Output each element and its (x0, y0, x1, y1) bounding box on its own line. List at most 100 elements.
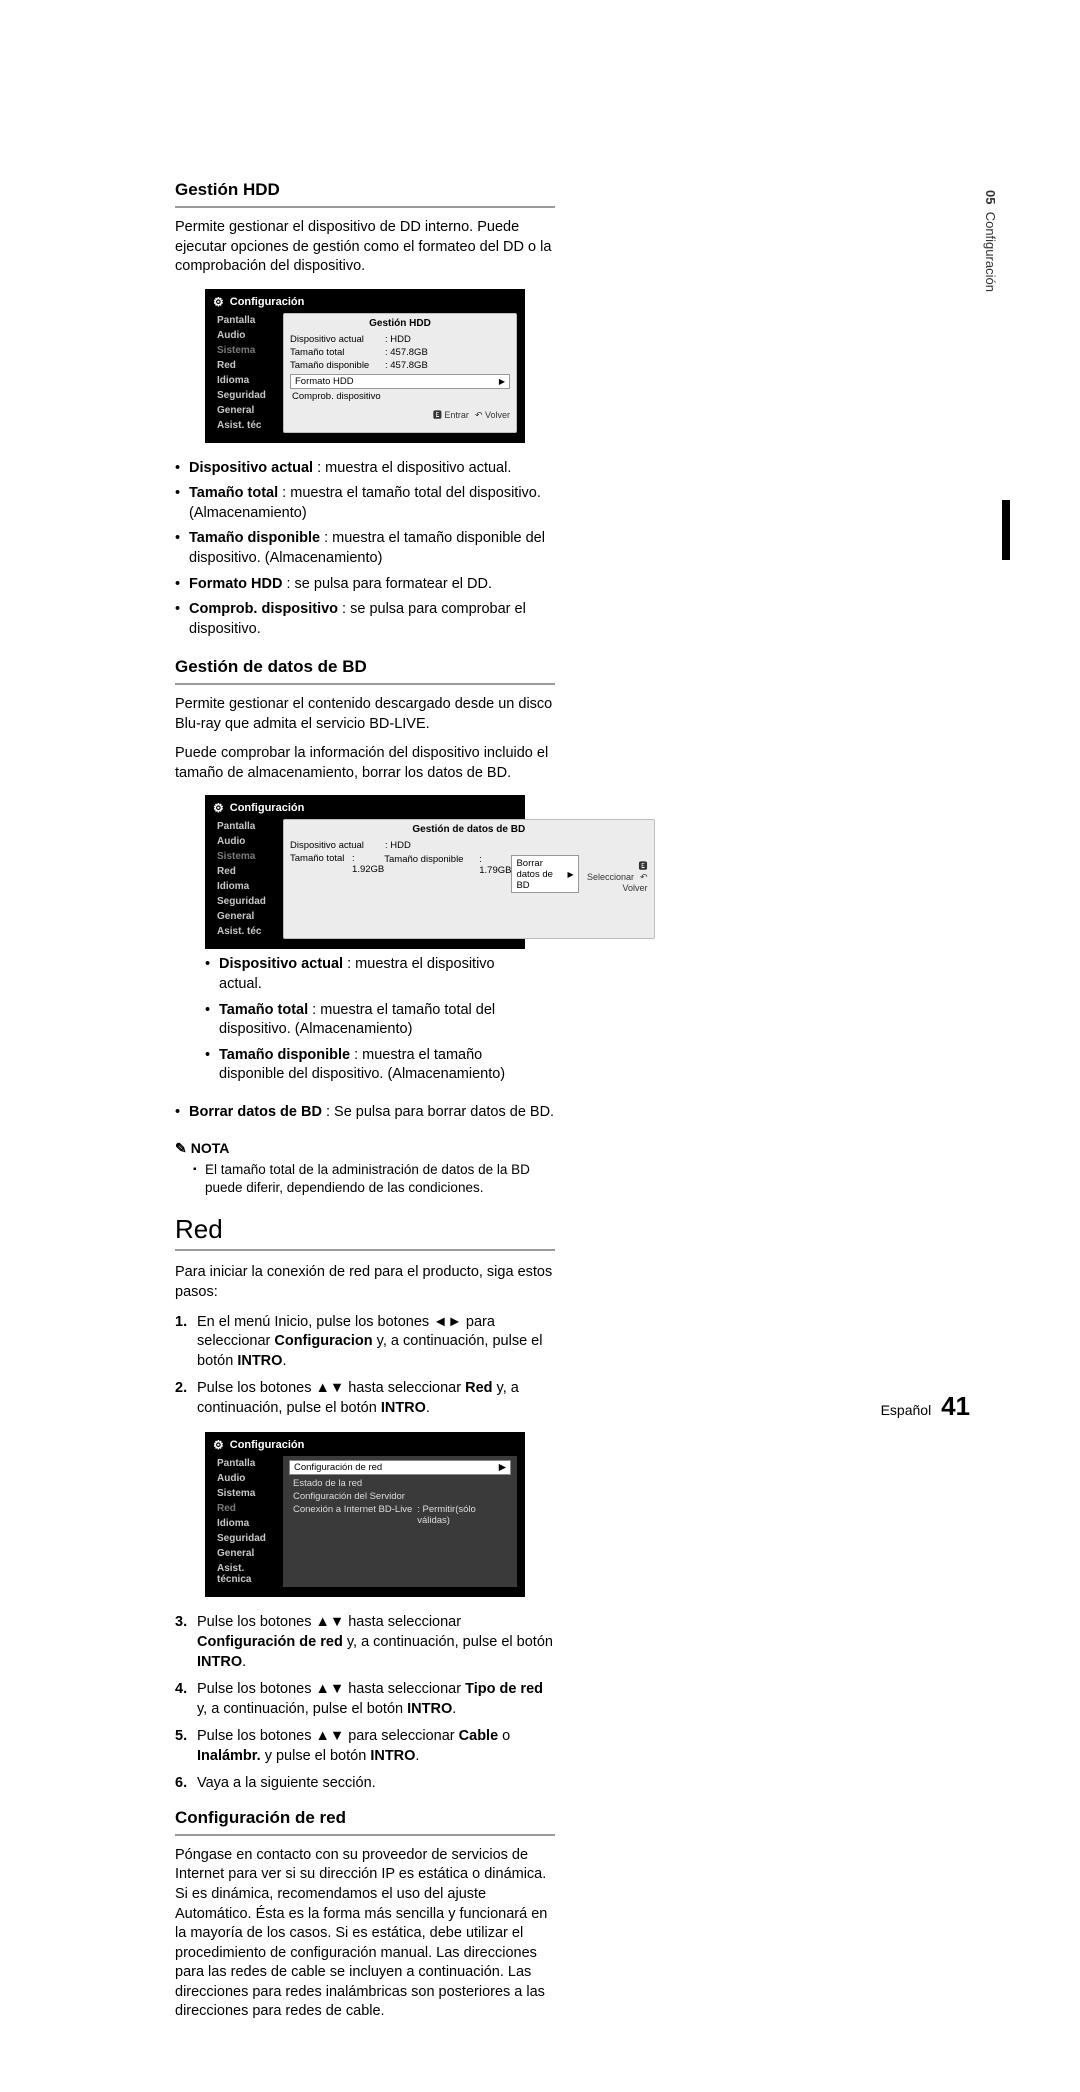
gear-icon: ⚙ (213, 801, 224, 815)
right-triangle-icon: ▶ (499, 1462, 506, 1473)
page-number: 41 (941, 1391, 970, 1421)
osd-header-label: Configuración (230, 802, 305, 814)
step-item: Pulse los botones ▲▼ hasta seleccionar C… (175, 1613, 555, 1672)
para-hdd: Permite gestionar el dispositivo de DD i… (175, 218, 555, 277)
list-item: Dispositivo actual : muestra el disposit… (175, 459, 555, 479)
right-triangle-icon: ▶ (567, 870, 573, 879)
note-icon: ✎ (175, 1140, 187, 1157)
osd-menu-item: Sistema (213, 849, 283, 864)
osd-row: Dispositivo actual: HDD (290, 839, 648, 852)
list-item: Dispositivo actual : muestra el disposit… (205, 955, 525, 994)
osd-menu-item: Red (213, 358, 283, 373)
bullets-bd: Dispositivo actual : muestra el disposit… (205, 955, 525, 1084)
osd-panel: Gestión de datos de BD Dispositivo actua… (283, 819, 655, 939)
osd-menu-item: Pantalla (213, 313, 283, 328)
osd-row: Tamaño total: 1.92GB Tamaño disponible: … (290, 852, 648, 894)
osd-dark-panel: Configuración de red▶ Estado de la red C… (283, 1456, 517, 1587)
osd-row: Tamaño total: 457.8GB (290, 346, 510, 359)
osd-header: ⚙ Configuración (205, 289, 525, 313)
osd-menu-item: Asist. téc (213, 924, 283, 939)
bullets-hdd: Dispositivo actual : muestra el disposit… (175, 459, 555, 640)
page-footer: Español 41 (881, 1391, 970, 1422)
gear-icon: ⚙ (213, 1438, 224, 1452)
osd-panel-title: Gestión HDD (290, 318, 510, 329)
osd-row: Dispositivo actual: HDD (290, 333, 510, 346)
steps-3-6: Pulse los botones ▲▼ hasta seleccionar C… (175, 1613, 555, 1794)
heading-gestion-hdd: Gestión HDD (175, 180, 555, 200)
osd-menu-item: Asist. téc (213, 418, 283, 433)
para-bd-1: Permite gestionar el contenido descargad… (175, 695, 555, 734)
osd-menu-item: Audio (213, 328, 283, 343)
osd-panel: Gestión HDD Dispositivo actual: HDD Tama… (283, 313, 517, 433)
osd-menu-item: Pantalla (213, 1456, 283, 1471)
osd-row: Configuración del Servidor (289, 1490, 511, 1503)
osd-menu-item: General (213, 909, 283, 924)
list-item: Tamaño disponible : muestra el tamaño di… (205, 1046, 525, 1085)
chapter-title: Configuración (983, 212, 998, 292)
osd-menu: Pantalla Audio Sistema Red Idioma Seguri… (213, 313, 283, 433)
osd-menu-item: Idioma (213, 373, 283, 388)
note-list: El tamaño total de la administración de … (175, 1161, 555, 1196)
right-column: Borrar datos de BD : Se pulsa para borra… (175, 1103, 555, 2022)
osd-header: ⚙ Configuración (205, 1432, 525, 1456)
step-item: En el menú Inicio, pulse los botones ◄► … (175, 1313, 555, 1372)
osd-menu-item: General (213, 403, 283, 418)
osd-header: ⚙ Configuración (205, 795, 525, 819)
osd-hdd-screenshot: ⚙ Configuración Pantalla Audio Sistema R… (205, 289, 525, 443)
right-triangle-icon: ▶ (499, 377, 505, 386)
osd-button-row: Borrar datos de BD▶ (511, 855, 578, 893)
list-item: Tamaño total : muestra el tamaño total d… (175, 484, 555, 523)
step-item: Pulse los botones ▲▼ hasta seleccionar R… (175, 1379, 555, 1418)
osd-menu-item: Idioma (213, 879, 283, 894)
osd-menu-item: General (213, 1546, 283, 1561)
osd-row: Tamaño disponible: 457.8GB (290, 359, 510, 372)
osd-menu-item: Red (213, 864, 283, 879)
osd-panel-title: Gestión de datos de BD (290, 824, 648, 835)
osd-menu: Pantalla Audio Sistema Red Idioma Seguri… (213, 1456, 283, 1587)
osd-menu-item: Sistema (213, 343, 283, 358)
osd-row: Tamaño disponible: 1.79GB (384, 853, 511, 893)
osd-menu-item: Seguridad (213, 894, 283, 909)
steps-1-2: En el menú Inicio, pulse los botones ◄► … (175, 1313, 555, 1419)
list-item: Borrar datos de BD : Se pulsa para borra… (175, 1103, 555, 1123)
osd-menu-item: Red (213, 1501, 283, 1516)
osd-highlight-row: Configuración de red▶ (289, 1460, 511, 1475)
list-item: Tamaño total : muestra el tamaño total d… (205, 1001, 525, 1040)
side-tab: 05 Configuración (983, 190, 998, 292)
osd-menu-item: Asist. técnica (213, 1561, 283, 1587)
step-item: Vaya a la siguiente sección. (175, 1774, 555, 1794)
osd-menu-item: Sistema (213, 1486, 283, 1501)
chapter-number: 05 (983, 190, 998, 204)
osd-menu-item: Audio (213, 834, 283, 849)
note-heading: ✎NOTA (175, 1140, 555, 1157)
osd-header-label: Configuración (230, 296, 305, 308)
osd-menu-item: Idioma (213, 1516, 283, 1531)
para-red: Para iniciar la conexión de red para el … (175, 1263, 555, 1302)
para-config-red: Póngase en contacto con su proveedor de … (175, 1846, 555, 2022)
step-item: Pulse los botones ▲▼ para seleccionar Ca… (175, 1727, 555, 1766)
step-item: Pulse los botones ▲▼ hasta seleccionar T… (175, 1680, 555, 1719)
osd-menu: Pantalla Audio Sistema Red Idioma Seguri… (213, 819, 283, 939)
rule (175, 1834, 555, 1836)
osd-menu-item: Pantalla (213, 819, 283, 834)
osd-menu-item: Seguridad (213, 388, 283, 403)
osd-row: Conexión a Internet BD-Live: Permitir(só… (289, 1503, 511, 1527)
side-thumb-bar (1002, 500, 1010, 560)
osd-footer: 🅴 Seleccionar↶ Volver (579, 853, 648, 893)
heading-config-red: Configuración de red (175, 1808, 555, 1828)
list-item: Tamaño disponible : muestra el tamaño di… (175, 529, 555, 568)
osd-header-label: Configuración (230, 1439, 305, 1451)
list-item: Formato HDD : se pulsa para formatear el… (175, 575, 555, 595)
osd-menu-item: Seguridad (213, 1531, 283, 1546)
bullets-borrar: Borrar datos de BD : Se pulsa para borra… (175, 1103, 555, 1123)
heading-gestion-bd: Gestión de datos de BD (175, 657, 555, 677)
gear-icon: ⚙ (213, 295, 224, 309)
rule (175, 683, 555, 685)
heading-red: Red (175, 1214, 555, 1245)
list-item: Comprob. dispositivo : se pulsa para com… (175, 600, 555, 639)
footer-language: Español (881, 1402, 932, 1418)
left-column: Gestión HDD Permite gestionar el disposi… (175, 180, 555, 2032)
rule (175, 206, 555, 208)
osd-row: Estado de la red (289, 1477, 511, 1490)
para-bd-2: Puede comprobar la información del dispo… (175, 744, 555, 783)
